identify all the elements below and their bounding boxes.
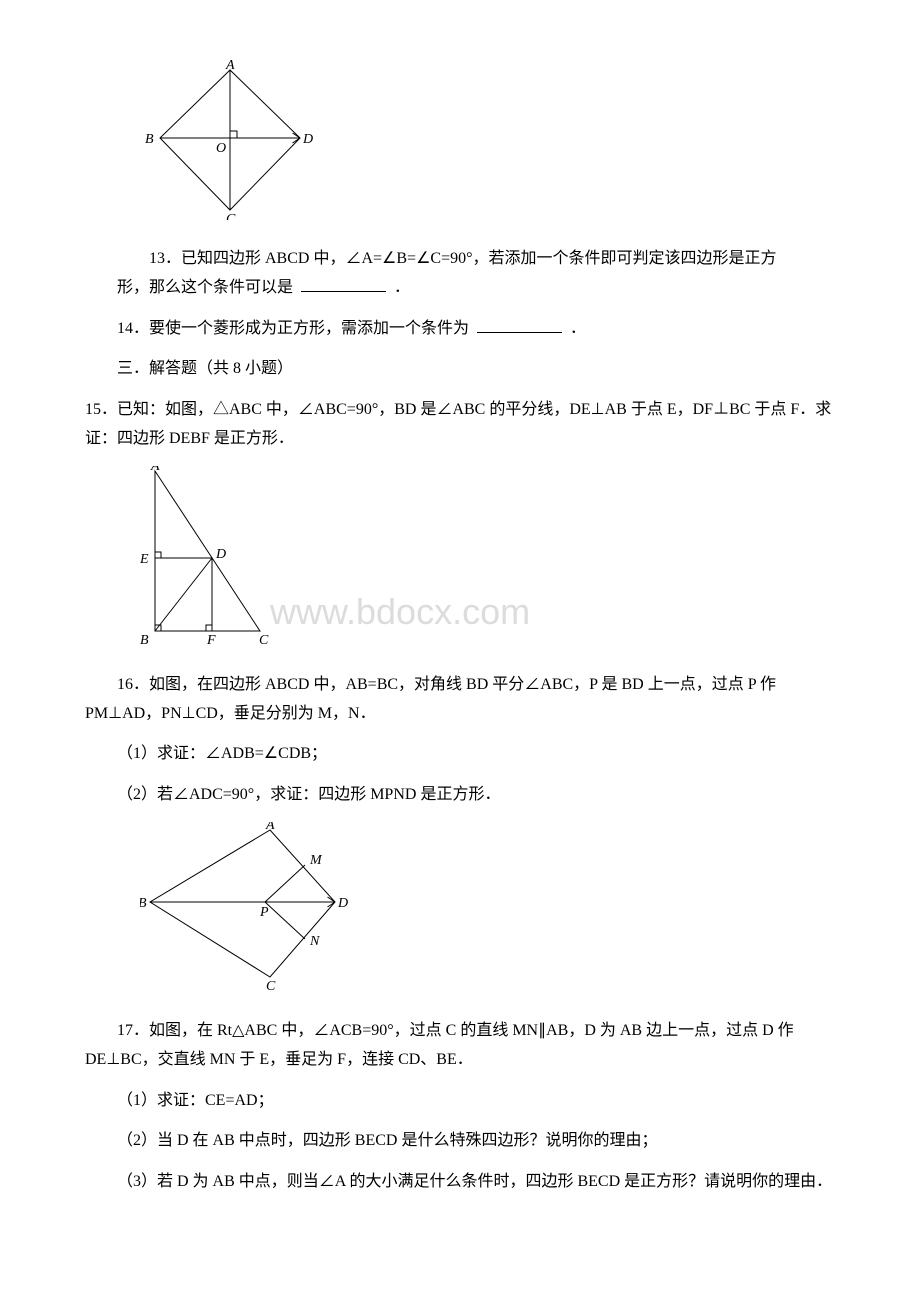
label-F: F: [206, 633, 216, 646]
label-N: N: [309, 934, 320, 949]
label-E: E: [140, 552, 149, 567]
section-3-heading: 三．解答题（共 8 小题）: [85, 355, 835, 384]
q14-blank: [477, 317, 562, 333]
figure-q16: A B C D P M N: [140, 822, 835, 997]
label-D: D: [215, 547, 226, 562]
label-A: A: [265, 822, 275, 833]
question-14: 14．要使一个菱形成为正方形，需添加一个条件为 ．: [85, 315, 835, 344]
label-B: B: [140, 633, 149, 646]
label-B: B: [145, 132, 154, 147]
q14-text: 14．要使一个菱形成为正方形，需添加一个条件为: [117, 320, 469, 337]
q13-suffix: ．: [394, 279, 410, 296]
question-17-part1: （1）求证：CE=AD；: [85, 1087, 835, 1116]
figure-q15: A E D B F C www.bdocx.com: [140, 466, 835, 651]
question-16-part1: （1）求证：∠ADB=∠CDB；: [85, 740, 835, 769]
q13-text: 13．已知四边形 ABCD 中，∠A=∠B=∠C=90°，若添加一个条件即可判定…: [117, 250, 777, 296]
question-16-intro: 16．如图，在四边形 ABCD 中，AB=BC，对角线 BD 平分∠ABC，P …: [85, 671, 835, 729]
question-13: 13．已知四边形 ABCD 中，∠A=∠B=∠C=90°，若添加一个条件即可判定…: [117, 245, 835, 303]
question-15: 15．已知：如图，△ABC 中，∠ABC=90°，BD 是∠ABC 的平分线，D…: [85, 396, 835, 454]
label-D: D: [337, 896, 348, 911]
question-17-part2: （2）当 D 在 AB 中点时，四边形 BECD 是什么特殊四边形？说明你的理由…: [85, 1127, 835, 1156]
label-B: B: [140, 896, 147, 911]
label-D: D: [302, 132, 313, 147]
label-A: A: [225, 60, 235, 73]
label-C: C: [266, 979, 276, 992]
label-M: M: [309, 853, 323, 868]
label-C: C: [259, 633, 269, 646]
figure-q12: A B C D O: [140, 60, 835, 225]
label-P: P: [259, 905, 269, 920]
q14-suffix: ．: [570, 320, 586, 337]
question-16-part2: （2）若∠ADC=90°，求证：四边形 MPND 是正方形．: [85, 781, 835, 810]
label-C: C: [226, 212, 236, 220]
question-17-intro: 17．如图，在 Rt△ABC 中，∠ACB=90°，过点 C 的直线 MN∥AB…: [85, 1017, 835, 1075]
label-A: A: [150, 466, 160, 474]
q13-blank: [301, 276, 386, 292]
question-17-part3: （3）若 D 为 AB 中点，则当∠A 的大小满足什么条件时，四边形 BECD …: [85, 1168, 835, 1197]
label-O: O: [216, 141, 226, 156]
